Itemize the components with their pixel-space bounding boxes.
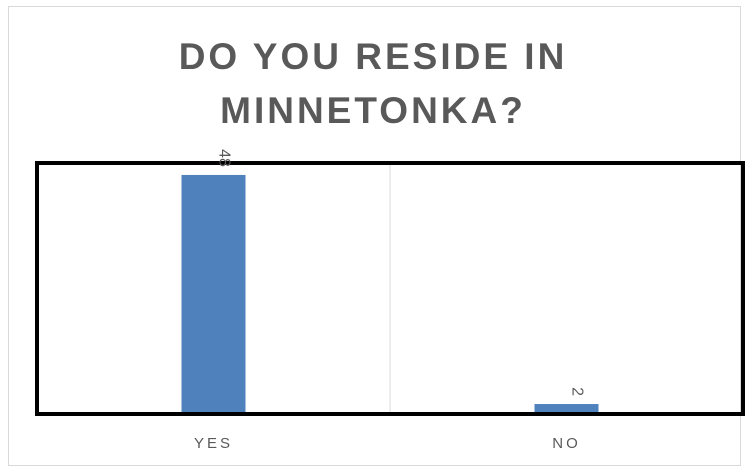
- category-label-no: NO: [552, 435, 581, 452]
- data-label-yes: 48: [216, 149, 233, 167]
- data-label-no: 2: [569, 387, 586, 396]
- bar-no: [534, 404, 599, 414]
- chart-title: DO YOU RESIDE IN MINNETONKA?: [0, 30, 746, 138]
- bar-yes: [181, 174, 246, 414]
- chart-title-line-2: MINNETONKA?: [220, 90, 526, 131]
- chart-area: [8, 6, 741, 466]
- chart-title-line-1: DO YOU RESIDE IN: [178, 36, 568, 77]
- category-label-yes: YES: [194, 435, 233, 452]
